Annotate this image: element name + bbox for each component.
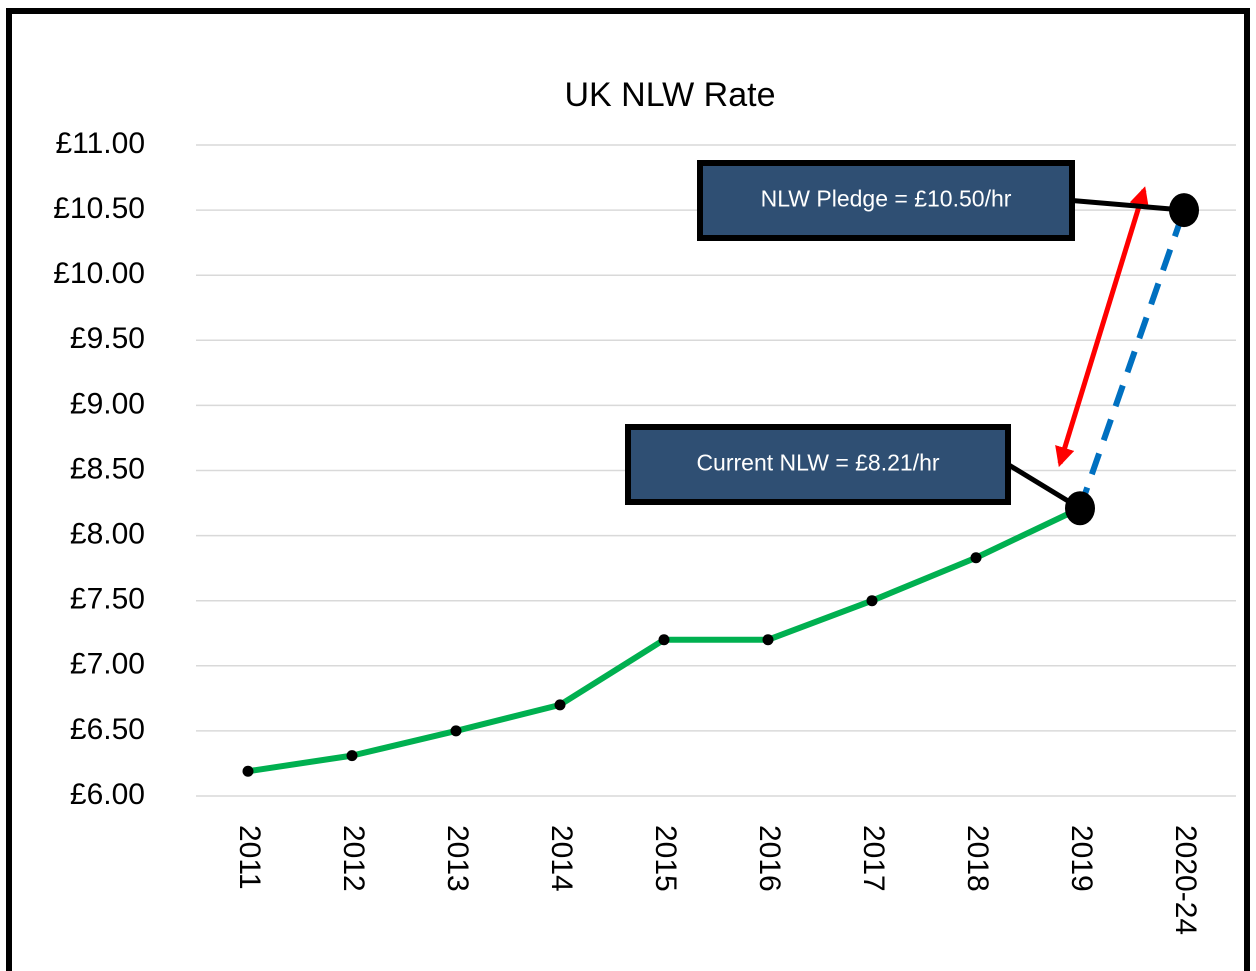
- y-tick-label: £6.50: [70, 713, 145, 746]
- annotation-connector: [1071, 198, 1185, 213]
- x-tick-label: 2018: [961, 825, 994, 892]
- x-tick-label: 2014: [545, 825, 578, 892]
- annotation-text: Current NLW = £8.21/hr: [696, 450, 939, 476]
- y-tick-label: £11.00: [55, 127, 145, 160]
- x-tick-label: 2019: [1065, 825, 1098, 892]
- chart-title: UK NLW Rate: [565, 76, 776, 114]
- y-tick-label: £7.00: [70, 648, 145, 681]
- data-point: [450, 725, 462, 737]
- data-point: [658, 634, 670, 646]
- y-tick-label: £8.50: [70, 452, 145, 485]
- data-point: [242, 765, 254, 777]
- data-point: [762, 634, 774, 646]
- x-tick-label: 2011: [233, 825, 266, 890]
- x-tick-label: 2016: [753, 825, 786, 892]
- x-tick-label: 2013: [441, 825, 474, 892]
- data-point: [970, 552, 982, 564]
- x-tick-label: 2020-24: [1169, 825, 1202, 935]
- data-point: [554, 699, 566, 711]
- annotation-box: [697, 160, 1075, 241]
- y-tick-label: £10.00: [53, 257, 145, 290]
- x-tick-label: 2017: [857, 825, 890, 892]
- gap-arrow: [1055, 186, 1149, 468]
- x-tick-label: 2015: [649, 825, 682, 892]
- y-tick-label: £10.50: [53, 192, 145, 225]
- annotation-text: NLW Pledge = £10.50/hr: [761, 186, 1012, 212]
- y-tick-label: £7.50: [70, 583, 145, 616]
- y-tick-label: £9.00: [70, 387, 145, 420]
- data-point: [346, 750, 358, 762]
- annotation-box: [625, 424, 1011, 505]
- annotation-point: [1169, 193, 1199, 228]
- annotation-point: [1065, 491, 1095, 526]
- y-tick-label: £6.00: [70, 778, 145, 811]
- y-tick-label: £8.00: [70, 518, 145, 551]
- x-tick-label: 2012: [337, 825, 370, 892]
- y-tick-label: £9.50: [70, 322, 145, 355]
- data-point: [866, 595, 878, 607]
